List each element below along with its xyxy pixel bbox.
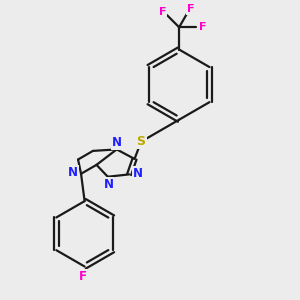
Text: N: N	[112, 136, 122, 149]
Text: F: F	[159, 7, 166, 17]
Text: F: F	[79, 269, 87, 283]
Text: F: F	[187, 4, 194, 14]
Text: N: N	[68, 166, 78, 179]
Text: N: N	[133, 167, 142, 180]
Text: S: S	[136, 135, 146, 148]
Text: F: F	[199, 22, 207, 32]
Text: N: N	[103, 178, 113, 191]
